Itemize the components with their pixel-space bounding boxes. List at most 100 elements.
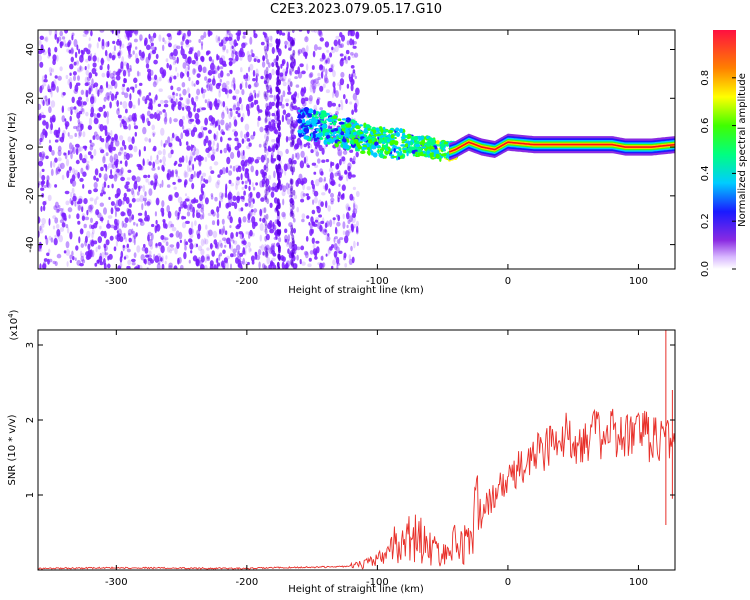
speckle-dot [135, 57, 140, 64]
speckle-dot [131, 228, 134, 235]
speckle-dot [177, 163, 183, 167]
speckle-dot [210, 170, 215, 175]
speckle-dot [314, 219, 319, 223]
speckle-dot [309, 250, 314, 255]
speckle-dot [319, 262, 323, 269]
speckle-dot [232, 129, 237, 133]
speckle-dot [240, 67, 243, 73]
speckle-dot [133, 252, 137, 258]
ridge-blob [386, 139, 390, 143]
speckle-dot [232, 240, 235, 244]
speckle-dot [80, 123, 83, 132]
speckle-dot [347, 219, 351, 225]
speckle-dot [230, 110, 233, 118]
speckle-dot [269, 226, 272, 232]
speckle-dot [310, 179, 314, 186]
streak-dot [292, 97, 296, 104]
speckle-dot [127, 30, 131, 36]
speckle-dot [319, 224, 323, 232]
streak-dot [263, 93, 267, 100]
speckle-dot [150, 45, 153, 50]
colorbar-tick-label: 0.0 [700, 261, 711, 277]
speckle-dot [146, 110, 151, 117]
speckle-dot [38, 54, 42, 62]
speckle-dot [207, 129, 212, 134]
ridge-blob [340, 125, 346, 129]
ridge-blob [313, 130, 318, 134]
speckle-dot [197, 203, 202, 209]
speckle-dot [114, 218, 118, 225]
speckle-dot [215, 148, 219, 152]
speckle-dot [167, 246, 171, 253]
speckle-dot [134, 84, 138, 89]
speckle-dot [204, 197, 209, 205]
speckle-dot [231, 45, 234, 50]
speckle-dot [73, 61, 77, 66]
speckle-dot [256, 156, 261, 161]
speckle-dot [179, 141, 182, 147]
speckle-dot [219, 261, 224, 268]
ridge-blob [372, 152, 378, 158]
streak-dot [291, 30, 295, 34]
ridge-blob [396, 155, 399, 161]
speckle-dot [141, 51, 145, 59]
speckle-dot [265, 244, 270, 251]
speckle-dot [252, 186, 256, 191]
speckle-dot [266, 105, 271, 111]
speckle-dot [57, 149, 62, 157]
speckle-dot [268, 125, 274, 132]
speckle-dot [118, 50, 123, 56]
speckle-dot [293, 218, 296, 223]
speckle-dot [74, 195, 78, 203]
speckle-dot [172, 95, 176, 102]
speckle-dot [114, 209, 117, 218]
speckle-dot [148, 238, 153, 247]
ridge-blob [328, 138, 333, 141]
speckle-dot [88, 124, 91, 130]
speckle-dot [70, 48, 74, 55]
speckle-dot [133, 125, 139, 130]
speckle-dot [154, 211, 157, 217]
speckle-dot [282, 198, 285, 206]
streak-dot [291, 139, 295, 146]
speckle-dot [102, 104, 106, 109]
speckle-dot [284, 228, 288, 234]
speckle-dot [345, 98, 348, 105]
speckle-dot [92, 62, 97, 68]
speckle-dot [324, 183, 329, 191]
speckle-dot [117, 68, 121, 76]
speckle-dot [332, 259, 336, 266]
speckle-dot [39, 171, 42, 179]
speckle-dot [349, 149, 354, 153]
speckle-dot [112, 163, 115, 169]
speckle-dot [155, 94, 158, 101]
speckle-dot [131, 136, 135, 144]
speckle-dot [182, 115, 185, 121]
speckle-dot [324, 77, 329, 84]
speckle-dot [89, 139, 92, 144]
streak-dot [266, 124, 270, 131]
streak-dot [265, 84, 269, 91]
speckle-dot [99, 86, 104, 93]
speckle-dot [103, 245, 108, 252]
speckle-dot [76, 203, 82, 211]
speckle-dot [352, 69, 356, 74]
speckle-dot [273, 197, 278, 204]
speckle-dot [192, 163, 195, 171]
speckle-dot [222, 63, 227, 67]
speckle-dot [201, 43, 203, 51]
speckle-dot [263, 164, 267, 171]
speckle-dot [271, 112, 276, 117]
speckle-dot [186, 99, 190, 105]
speckle-dot [346, 205, 350, 212]
speckle-dot [354, 75, 357, 80]
speckle-dot [247, 156, 252, 164]
speckle-dot [345, 230, 350, 237]
speckle-dot [263, 140, 267, 149]
speckle-dot [91, 239, 94, 243]
speckle-dot [74, 132, 77, 138]
ridge-blob [329, 122, 333, 125]
speckle-dot [103, 243, 107, 249]
speckle-dot [217, 37, 221, 44]
speckle-dot [140, 221, 145, 227]
